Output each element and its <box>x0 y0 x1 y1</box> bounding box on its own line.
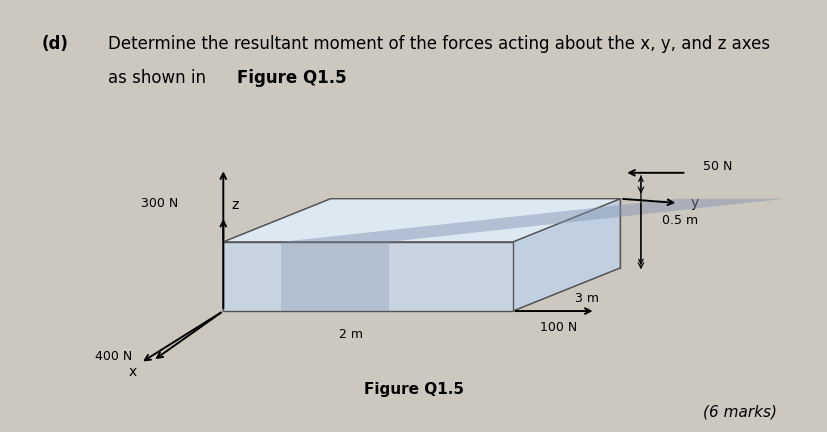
Polygon shape <box>223 199 331 311</box>
Text: x: x <box>128 365 136 378</box>
Polygon shape <box>223 242 513 311</box>
Text: 3 m: 3 m <box>575 292 599 305</box>
Polygon shape <box>223 268 620 311</box>
Text: as shown in: as shown in <box>108 69 211 87</box>
Text: Determine the resultant moment of the forces acting about the x, y, and z axes: Determine the resultant moment of the fo… <box>108 35 770 53</box>
Text: 50 N: 50 N <box>703 160 733 173</box>
Text: 100 N: 100 N <box>539 321 577 334</box>
Text: 0.5 m: 0.5 m <box>662 214 698 227</box>
Text: 2 m: 2 m <box>339 328 364 341</box>
Text: (d): (d) <box>41 35 68 53</box>
Text: Figure Q1.5: Figure Q1.5 <box>237 69 347 87</box>
Polygon shape <box>281 242 389 311</box>
Polygon shape <box>513 199 620 311</box>
Text: Figure Q1.5: Figure Q1.5 <box>364 382 463 397</box>
Text: .: . <box>337 69 342 87</box>
Text: y: y <box>691 196 699 210</box>
Text: z: z <box>232 198 239 212</box>
Polygon shape <box>223 199 620 242</box>
Text: (6 marks): (6 marks) <box>704 404 777 419</box>
Polygon shape <box>331 199 620 268</box>
Text: 400 N: 400 N <box>95 350 132 363</box>
Polygon shape <box>281 199 786 242</box>
Text: 300 N: 300 N <box>141 197 178 210</box>
